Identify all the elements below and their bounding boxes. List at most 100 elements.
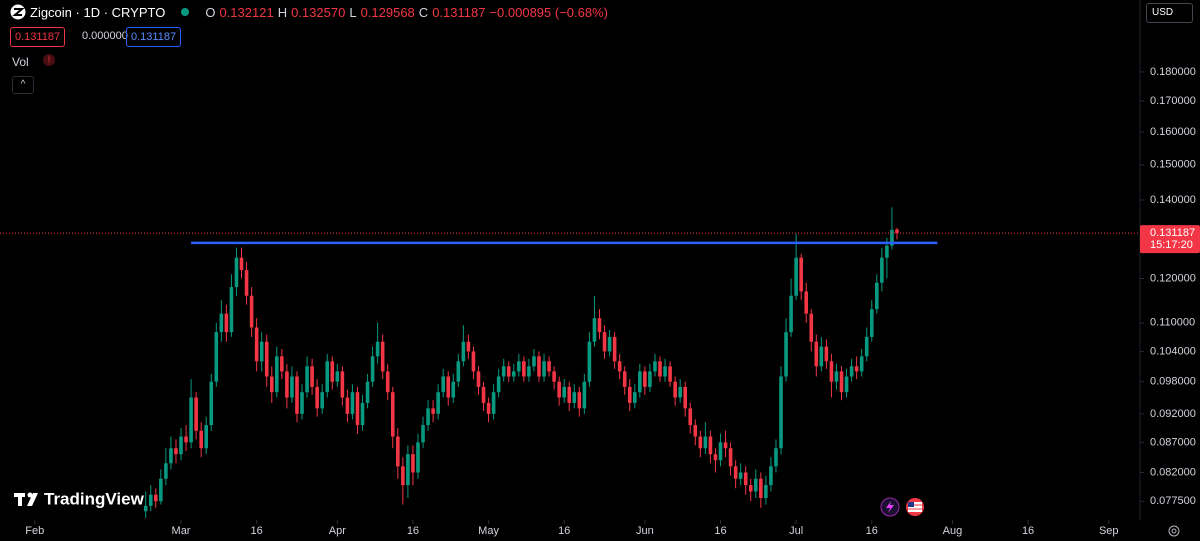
candle-body [159, 478, 163, 502]
x-tick-label: 16 [251, 525, 263, 537]
candle-body [890, 229, 894, 246]
candle-body [839, 371, 844, 393]
candle-body [511, 371, 516, 377]
candle-body [466, 341, 471, 352]
candle-body [471, 351, 476, 372]
candle-body [713, 454, 718, 461]
candle-body [829, 361, 834, 382]
candle-body [587, 341, 592, 382]
candle-body [753, 478, 758, 492]
x-tick-label: 16 [1022, 525, 1034, 537]
candle-body [789, 295, 793, 333]
candle-body [204, 425, 209, 449]
candle-body [522, 361, 526, 377]
candle-body [552, 371, 556, 382]
candle-body [406, 454, 410, 486]
candle-body [224, 313, 229, 333]
symbol: Zigcoin · 1D · CRYPTO [30, 4, 166, 20]
l-label: L [349, 4, 357, 20]
candle-body [728, 448, 733, 467]
candle-body [638, 371, 642, 393]
event-icons[interactable] [880, 497, 924, 517]
candle-body [572, 392, 577, 403]
candle-body [476, 371, 481, 387]
candle-body [501, 366, 506, 377]
x-tick-label: Aug [943, 525, 963, 537]
candle-body [885, 245, 889, 258]
candle-body [844, 376, 849, 393]
candle-body [799, 257, 803, 292]
symbol-icon [10, 4, 26, 20]
vol-warning[interactable]: ! [43, 54, 55, 66]
candle-body [436, 392, 440, 414]
candle-body [264, 341, 269, 377]
candle-body [345, 397, 350, 414]
candle-body [723, 442, 728, 449]
candle-body [748, 485, 753, 492]
candle-body [738, 472, 743, 479]
candle-body [375, 341, 380, 357]
brand-logo: TradingView [14, 489, 145, 508]
candle-body [153, 494, 158, 502]
candle-body [461, 341, 466, 362]
candle-body [330, 361, 335, 382]
candle-body [370, 356, 375, 382]
candle-body [859, 356, 864, 372]
candle-body [849, 366, 854, 377]
candle-body [275, 356, 279, 393]
sell-box[interactable]: 0.131187 [10, 27, 66, 47]
candle-body [683, 386, 688, 409]
currency[interactable]: USD [1146, 3, 1193, 23]
candle-body [607, 336, 612, 352]
y-tick-label: 0.098000 [1150, 376, 1196, 388]
candle-body [300, 392, 304, 414]
legend: Zigcoin · 1D · CRYPTO O 0.132121 H 0.13257… [10, 4, 608, 20]
x-tick-label: Jul [789, 525, 803, 537]
candle-body [869, 309, 874, 337]
y-tick-label: 0.110000 [1150, 317, 1195, 329]
candle-body [365, 381, 370, 403]
candle-body [451, 381, 456, 398]
candle-body [426, 408, 430, 426]
candle-body [219, 313, 224, 333]
collapse-button[interactable]: ^ [12, 76, 34, 94]
candle-body [824, 346, 829, 362]
buy-box[interactable]: 0.131187 [126, 27, 182, 47]
candle-body [854, 366, 859, 372]
c-value: 0.131187 [432, 4, 486, 20]
candle-body [143, 505, 148, 512]
o-value: 0.132121 [219, 4, 274, 20]
candle-body [280, 356, 284, 372]
candle-body [401, 466, 405, 486]
x-tick-label: Jun [636, 525, 654, 537]
candle-body [441, 376, 445, 393]
candle-body [169, 448, 173, 464]
candle-body [148, 494, 153, 506]
candle-body [814, 341, 819, 367]
settings-icon[interactable] [1168, 525, 1180, 537]
candle-body [360, 402, 365, 426]
candle-body [396, 436, 400, 467]
y-tick-label: 0.104000 [1150, 345, 1196, 357]
candle-body [456, 361, 461, 382]
y-tick-label: 0.150000 [1150, 159, 1196, 171]
candle-body [315, 386, 319, 409]
candle-body [254, 327, 259, 362]
status-dot [181, 8, 190, 16]
candle-body [355, 392, 360, 426]
candle-body [668, 366, 672, 382]
vol-label: Vol [12, 55, 29, 69]
candle-body [517, 361, 521, 372]
candle-body [627, 386, 632, 403]
candle-body [678, 386, 682, 398]
candle-body [632, 392, 637, 403]
candle-body [759, 478, 763, 498]
candle-body [864, 336, 869, 357]
candle-body [698, 436, 703, 449]
candle-body [557, 381, 561, 398]
candle-body [446, 376, 451, 398]
x-tick-label: Apr [329, 525, 346, 537]
candle-body [764, 485, 768, 498]
x-tick-label: Sep [1099, 525, 1119, 537]
x-tick-label: Mar [172, 525, 191, 537]
